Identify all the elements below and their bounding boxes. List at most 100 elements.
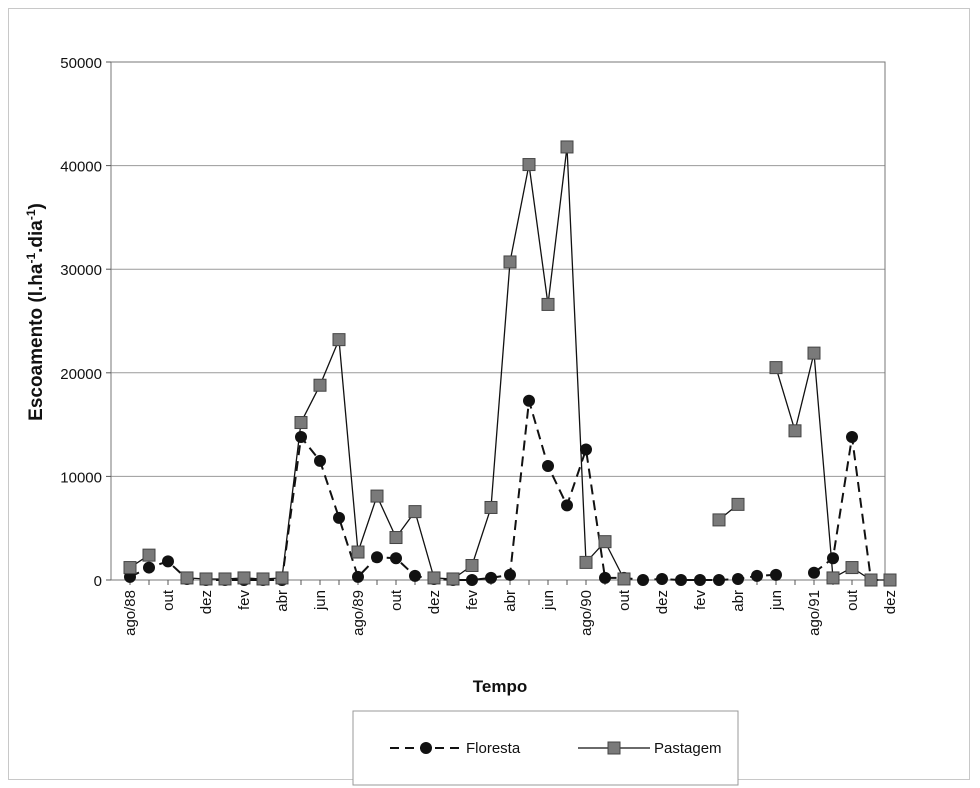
data-point-floresta bbox=[580, 443, 592, 456]
plot-area bbox=[110, 61, 886, 581]
data-point-pastagem bbox=[427, 571, 441, 585]
data-point-pastagem bbox=[522, 158, 536, 172]
x-tick-label: jun bbox=[768, 590, 785, 611]
data-point-floresta bbox=[694, 574, 706, 586]
data-point-floresta bbox=[352, 570, 364, 583]
legend-box bbox=[352, 710, 739, 786]
series-line-pastagem bbox=[129, 146, 890, 581]
x-axis-ticks: ago/88 out dez fev abr jun ago/89 out dez fev abr j… bbox=[122, 580, 899, 636]
y-tick-label: 20000 bbox=[60, 366, 102, 383]
data-point-pastagem bbox=[218, 572, 232, 586]
x-tick-label: abr bbox=[274, 590, 291, 612]
data-point-pastagem bbox=[541, 297, 555, 311]
data-point-pastagem bbox=[370, 489, 384, 503]
data-point-pastagem bbox=[712, 513, 726, 527]
legend: Floresta Pastagem bbox=[352, 710, 739, 786]
data-point-floresta bbox=[732, 572, 744, 585]
y-tick-label: 40000 bbox=[60, 159, 102, 176]
data-point-floresta bbox=[542, 460, 554, 473]
x-tick-label: ago/89 bbox=[350, 590, 367, 636]
legend-item-floresta: Floresta bbox=[390, 740, 521, 757]
data-point-pastagem bbox=[142, 548, 156, 562]
x-tick-label: ago/90 bbox=[578, 590, 595, 636]
data-point-pastagem bbox=[503, 255, 517, 269]
data-point-floresta bbox=[314, 454, 326, 467]
data-point-pastagem bbox=[446, 572, 460, 586]
data-point-pastagem bbox=[560, 140, 574, 154]
x-tick-label: fev bbox=[236, 590, 253, 611]
data-point-pastagem bbox=[123, 561, 137, 575]
data-point-pastagem bbox=[256, 572, 270, 586]
x-tick-label: ago/88 bbox=[122, 590, 139, 636]
data-point-pastagem bbox=[294, 416, 308, 430]
data-point-floresta bbox=[770, 568, 782, 581]
gridlines bbox=[111, 165, 885, 477]
data-point-pastagem bbox=[731, 497, 745, 511]
series-markers bbox=[123, 140, 897, 587]
data-point-pastagem bbox=[484, 500, 498, 514]
data-point-floresta bbox=[808, 566, 820, 579]
data-point-floresta bbox=[333, 511, 345, 524]
x-tick-label: ago/91 bbox=[806, 590, 823, 636]
data-point-floresta bbox=[637, 574, 649, 586]
legend-pastagem-label: Pastagem bbox=[654, 740, 722, 757]
data-point-floresta bbox=[656, 572, 668, 585]
x-tick-label: jun bbox=[312, 590, 329, 611]
data-point-floresta bbox=[409, 569, 421, 582]
data-point-floresta bbox=[162, 555, 174, 568]
data-point-pastagem bbox=[864, 573, 878, 587]
x-tick-label: jun bbox=[540, 590, 557, 611]
series-line-floresta bbox=[129, 400, 890, 582]
x-tick-label: dez bbox=[426, 590, 443, 614]
data-point-pastagem bbox=[332, 333, 346, 347]
data-point-pastagem bbox=[769, 361, 783, 375]
y-axis-title: Escoamento (l.ha-1.dia-1) bbox=[24, 203, 47, 421]
data-point-pastagem bbox=[180, 571, 194, 585]
x-tick-label: dez bbox=[882, 590, 899, 614]
legend-item-pastagem: Pastagem bbox=[578, 740, 722, 757]
data-point-pastagem bbox=[826, 571, 840, 585]
data-point-pastagem bbox=[579, 555, 593, 569]
data-point-pastagem bbox=[199, 572, 213, 586]
data-point-pastagem bbox=[788, 424, 802, 438]
x-tick-label: abr bbox=[502, 590, 519, 612]
data-point-floresta bbox=[523, 394, 535, 407]
data-point-floresta bbox=[504, 568, 516, 581]
x-tick-label: dez bbox=[198, 590, 215, 614]
data-point-floresta bbox=[599, 571, 611, 584]
x-tick-label: abr bbox=[730, 590, 747, 612]
data-point-floresta bbox=[827, 552, 839, 565]
data-point-pastagem bbox=[617, 572, 631, 586]
y-tick-label: 30000 bbox=[60, 262, 102, 279]
data-point-floresta bbox=[485, 571, 497, 584]
data-point-floresta bbox=[561, 499, 573, 512]
data-point-pastagem bbox=[408, 505, 422, 519]
x-tick-label: dez bbox=[654, 590, 671, 614]
data-point-floresta bbox=[675, 574, 687, 586]
data-point-pastagem bbox=[237, 571, 251, 585]
data-point-pastagem bbox=[275, 571, 289, 585]
y-axis-ticks: 0 10000 20000 30000 40000 50000 bbox=[60, 55, 111, 590]
y-tick-label: 0 bbox=[94, 573, 102, 590]
x-tick-label: out bbox=[388, 589, 405, 611]
data-point-pastagem bbox=[883, 573, 897, 587]
data-point-pastagem bbox=[598, 535, 612, 549]
data-point-pastagem bbox=[845, 561, 859, 575]
data-point-pastagem bbox=[351, 545, 365, 559]
data-point-floresta bbox=[371, 551, 383, 564]
data-point-floresta bbox=[846, 431, 858, 444]
x-tick-label: out bbox=[616, 589, 633, 611]
x-tick-label: out bbox=[160, 589, 177, 611]
legend-pastagem-marker bbox=[607, 741, 621, 755]
x-axis-title: Tempo bbox=[473, 677, 527, 696]
legend-floresta-marker bbox=[420, 742, 432, 754]
legend-floresta-label: Floresta bbox=[466, 740, 521, 757]
x-tick-label: out bbox=[844, 589, 861, 611]
data-point-pastagem bbox=[313, 378, 327, 392]
data-point-pastagem bbox=[389, 531, 403, 545]
data-point-floresta bbox=[466, 574, 478, 586]
data-point-pastagem bbox=[465, 558, 479, 572]
x-tick-label: fev bbox=[692, 590, 709, 611]
data-point-floresta bbox=[295, 431, 307, 444]
